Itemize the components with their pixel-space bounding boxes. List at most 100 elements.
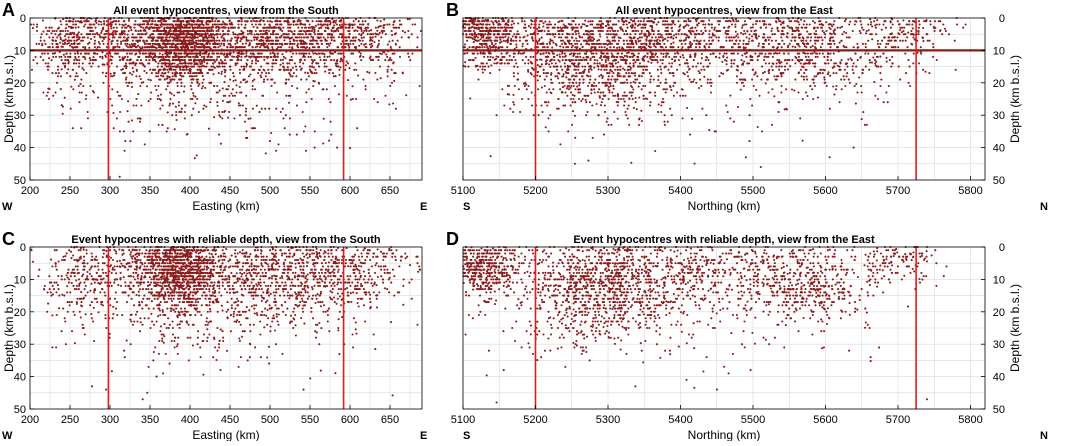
hypocentre-point bbox=[338, 69, 340, 71]
hypocentre-point bbox=[204, 27, 206, 29]
hypocentre-point bbox=[508, 59, 510, 61]
hypocentre-point bbox=[82, 40, 84, 42]
hypocentre-point bbox=[123, 20, 125, 22]
hypocentre-point bbox=[82, 46, 84, 48]
hypocentre-point bbox=[311, 72, 313, 74]
hypocentre-point bbox=[499, 23, 501, 25]
hypocentre-point bbox=[46, 66, 48, 68]
hypocentre-point bbox=[204, 51, 206, 53]
hypocentre-point bbox=[137, 117, 139, 119]
hypocentre-point bbox=[606, 36, 608, 38]
hypocentre-point bbox=[203, 104, 205, 106]
hypocentre-point bbox=[47, 30, 49, 32]
hypocentre-point bbox=[318, 53, 320, 55]
hypocentre-point bbox=[267, 69, 269, 71]
hypocentre-point bbox=[599, 33, 601, 35]
hypocentre-point bbox=[74, 53, 76, 55]
hypocentre-point bbox=[576, 86, 578, 88]
hypocentre-point bbox=[184, 117, 186, 119]
hypocentre-point bbox=[297, 43, 299, 45]
hypocentre-point bbox=[287, 36, 289, 38]
hypocentre-point bbox=[93, 36, 95, 38]
hypocentre-point bbox=[80, 79, 82, 81]
hypocentre-point bbox=[566, 95, 568, 97]
hypocentre-point bbox=[236, 34, 238, 36]
x-tick-label: 250 bbox=[61, 185, 79, 197]
hypocentre-point bbox=[196, 98, 198, 100]
hypocentre-point bbox=[265, 40, 267, 42]
hypocentre-point bbox=[275, 23, 277, 25]
hypocentre-point bbox=[44, 43, 46, 45]
hypocentre-point bbox=[378, 56, 380, 58]
hypocentre-point bbox=[295, 66, 297, 68]
hypocentre-point bbox=[217, 43, 219, 45]
hypocentre-point bbox=[655, 36, 657, 38]
hypocentre-point bbox=[369, 33, 371, 35]
hypocentre-point bbox=[263, 30, 265, 32]
hypocentre-point bbox=[354, 29, 356, 31]
hypocentre-point bbox=[482, 40, 484, 42]
hypocentre-point bbox=[476, 40, 478, 42]
hypocentre-point bbox=[286, 62, 288, 64]
hypocentre-point bbox=[167, 62, 169, 64]
hypocentre-point bbox=[52, 95, 54, 97]
hypocentre-point bbox=[554, 23, 556, 25]
hypocentre-point bbox=[102, 63, 104, 65]
hypocentre-point bbox=[393, 80, 395, 82]
hypocentre-point bbox=[399, 20, 401, 22]
hypocentre-point bbox=[64, 66, 66, 68]
hypocentre-point bbox=[96, 33, 98, 35]
hypocentre-point bbox=[32, 59, 34, 61]
hypocentre-point bbox=[584, 20, 586, 22]
hypocentre-point bbox=[549, 114, 551, 116]
hypocentre-point bbox=[216, 101, 218, 103]
hypocentre-point bbox=[177, 85, 179, 87]
hypocentre-point bbox=[183, 62, 185, 64]
hypocentre-point bbox=[324, 66, 326, 68]
hypocentre-point bbox=[385, 33, 387, 35]
hypocentre-point bbox=[221, 71, 223, 73]
hypocentre-point bbox=[173, 38, 175, 40]
hypocentre-point bbox=[80, 127, 82, 129]
hypocentre-point bbox=[158, 43, 160, 45]
hypocentre-point bbox=[255, 62, 257, 64]
hypocentre-point bbox=[590, 40, 592, 42]
hypocentre-point bbox=[184, 56, 186, 58]
hypocentre-point bbox=[227, 56, 229, 58]
hypocentre-point bbox=[261, 53, 263, 55]
hypocentre-point bbox=[166, 78, 168, 80]
hypocentre-point bbox=[160, 33, 162, 35]
hypocentre-point bbox=[132, 130, 134, 132]
hypocentre-point bbox=[113, 20, 115, 22]
hypocentre-point bbox=[285, 82, 287, 84]
hypocentre-point bbox=[544, 46, 546, 48]
hypocentre-point bbox=[98, 41, 100, 43]
hypocentre-point bbox=[313, 31, 315, 33]
hypocentre-point bbox=[79, 42, 81, 44]
hypocentre-point bbox=[560, 36, 562, 38]
hypocentre-point bbox=[314, 46, 316, 48]
hypocentre-point bbox=[239, 86, 241, 88]
hypocentre-point bbox=[119, 176, 121, 178]
hypocentre-point bbox=[517, 30, 519, 32]
hypocentre-point bbox=[169, 40, 171, 42]
hypocentre-point bbox=[490, 56, 492, 58]
hypocentre-point bbox=[172, 103, 174, 105]
hypocentre-point bbox=[349, 147, 351, 149]
hypocentre-point bbox=[222, 66, 224, 68]
hypocentre-point bbox=[346, 61, 348, 63]
hypocentre-point bbox=[360, 59, 362, 61]
hypocentre-point bbox=[157, 40, 159, 42]
hypocentre-point bbox=[265, 152, 267, 154]
hypocentre-point bbox=[642, 43, 644, 45]
hypocentre-point bbox=[311, 59, 313, 61]
hypocentre-point bbox=[347, 79, 349, 81]
hypocentre-point bbox=[365, 88, 367, 90]
hypocentre-point bbox=[112, 31, 114, 33]
hypocentre-point bbox=[238, 33, 240, 35]
hypocentre-point bbox=[502, 36, 504, 38]
x-tick-label: 550 bbox=[301, 185, 319, 197]
hypocentre-point bbox=[515, 46, 517, 48]
hypocentre-point bbox=[126, 40, 128, 42]
hypocentre-point bbox=[495, 20, 497, 22]
